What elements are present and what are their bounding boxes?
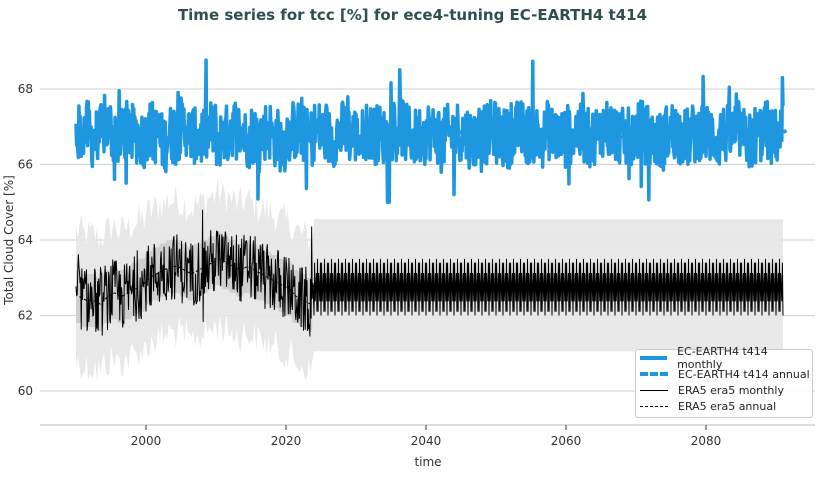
series-era5-monthly [75,209,784,337]
chart-title: Time series for tcc [%] for ece4-tuning … [177,6,648,24]
x-tick-label: 2080 [691,434,722,448]
legend-item: EC-EARTH4 t414 monthly [640,345,812,371]
y-tick-label: 66 [18,158,33,172]
y-axis-label: Total Cloud Cover [%] [2,175,16,306]
legend-item: ERA5 era5 annual [640,398,812,414]
x-axis-label: time [414,455,441,469]
x-tick-label: 2000 [131,434,162,448]
legend-label: ERA5 era5 monthly [678,383,784,397]
legend-label: EC-EARTH4 t414 annual [678,367,810,381]
y-tick-label: 68 [18,82,33,96]
series-ece4-annual [78,124,788,145]
y-tick-label: 64 [18,233,33,247]
series-era5-annual [79,258,783,305]
y-tick-label: 62 [18,309,33,323]
x-tick-label: 2040 [411,434,442,448]
legend-label: ERA5 era5 annual [678,399,777,413]
legend: EC-EARTH4 t414 monthly EC-EARTH4 t414 an… [635,345,813,418]
x-tick-label: 2020 [271,434,302,448]
legend-label: EC-EARTH4 t414 monthly [677,345,768,371]
y-tick-label: 60 [18,384,33,398]
x-tick-label: 2060 [551,434,582,448]
legend-item: EC-EARTH4 t414 annual [640,366,812,382]
legend-item: ERA5 era5 monthly [640,382,812,398]
